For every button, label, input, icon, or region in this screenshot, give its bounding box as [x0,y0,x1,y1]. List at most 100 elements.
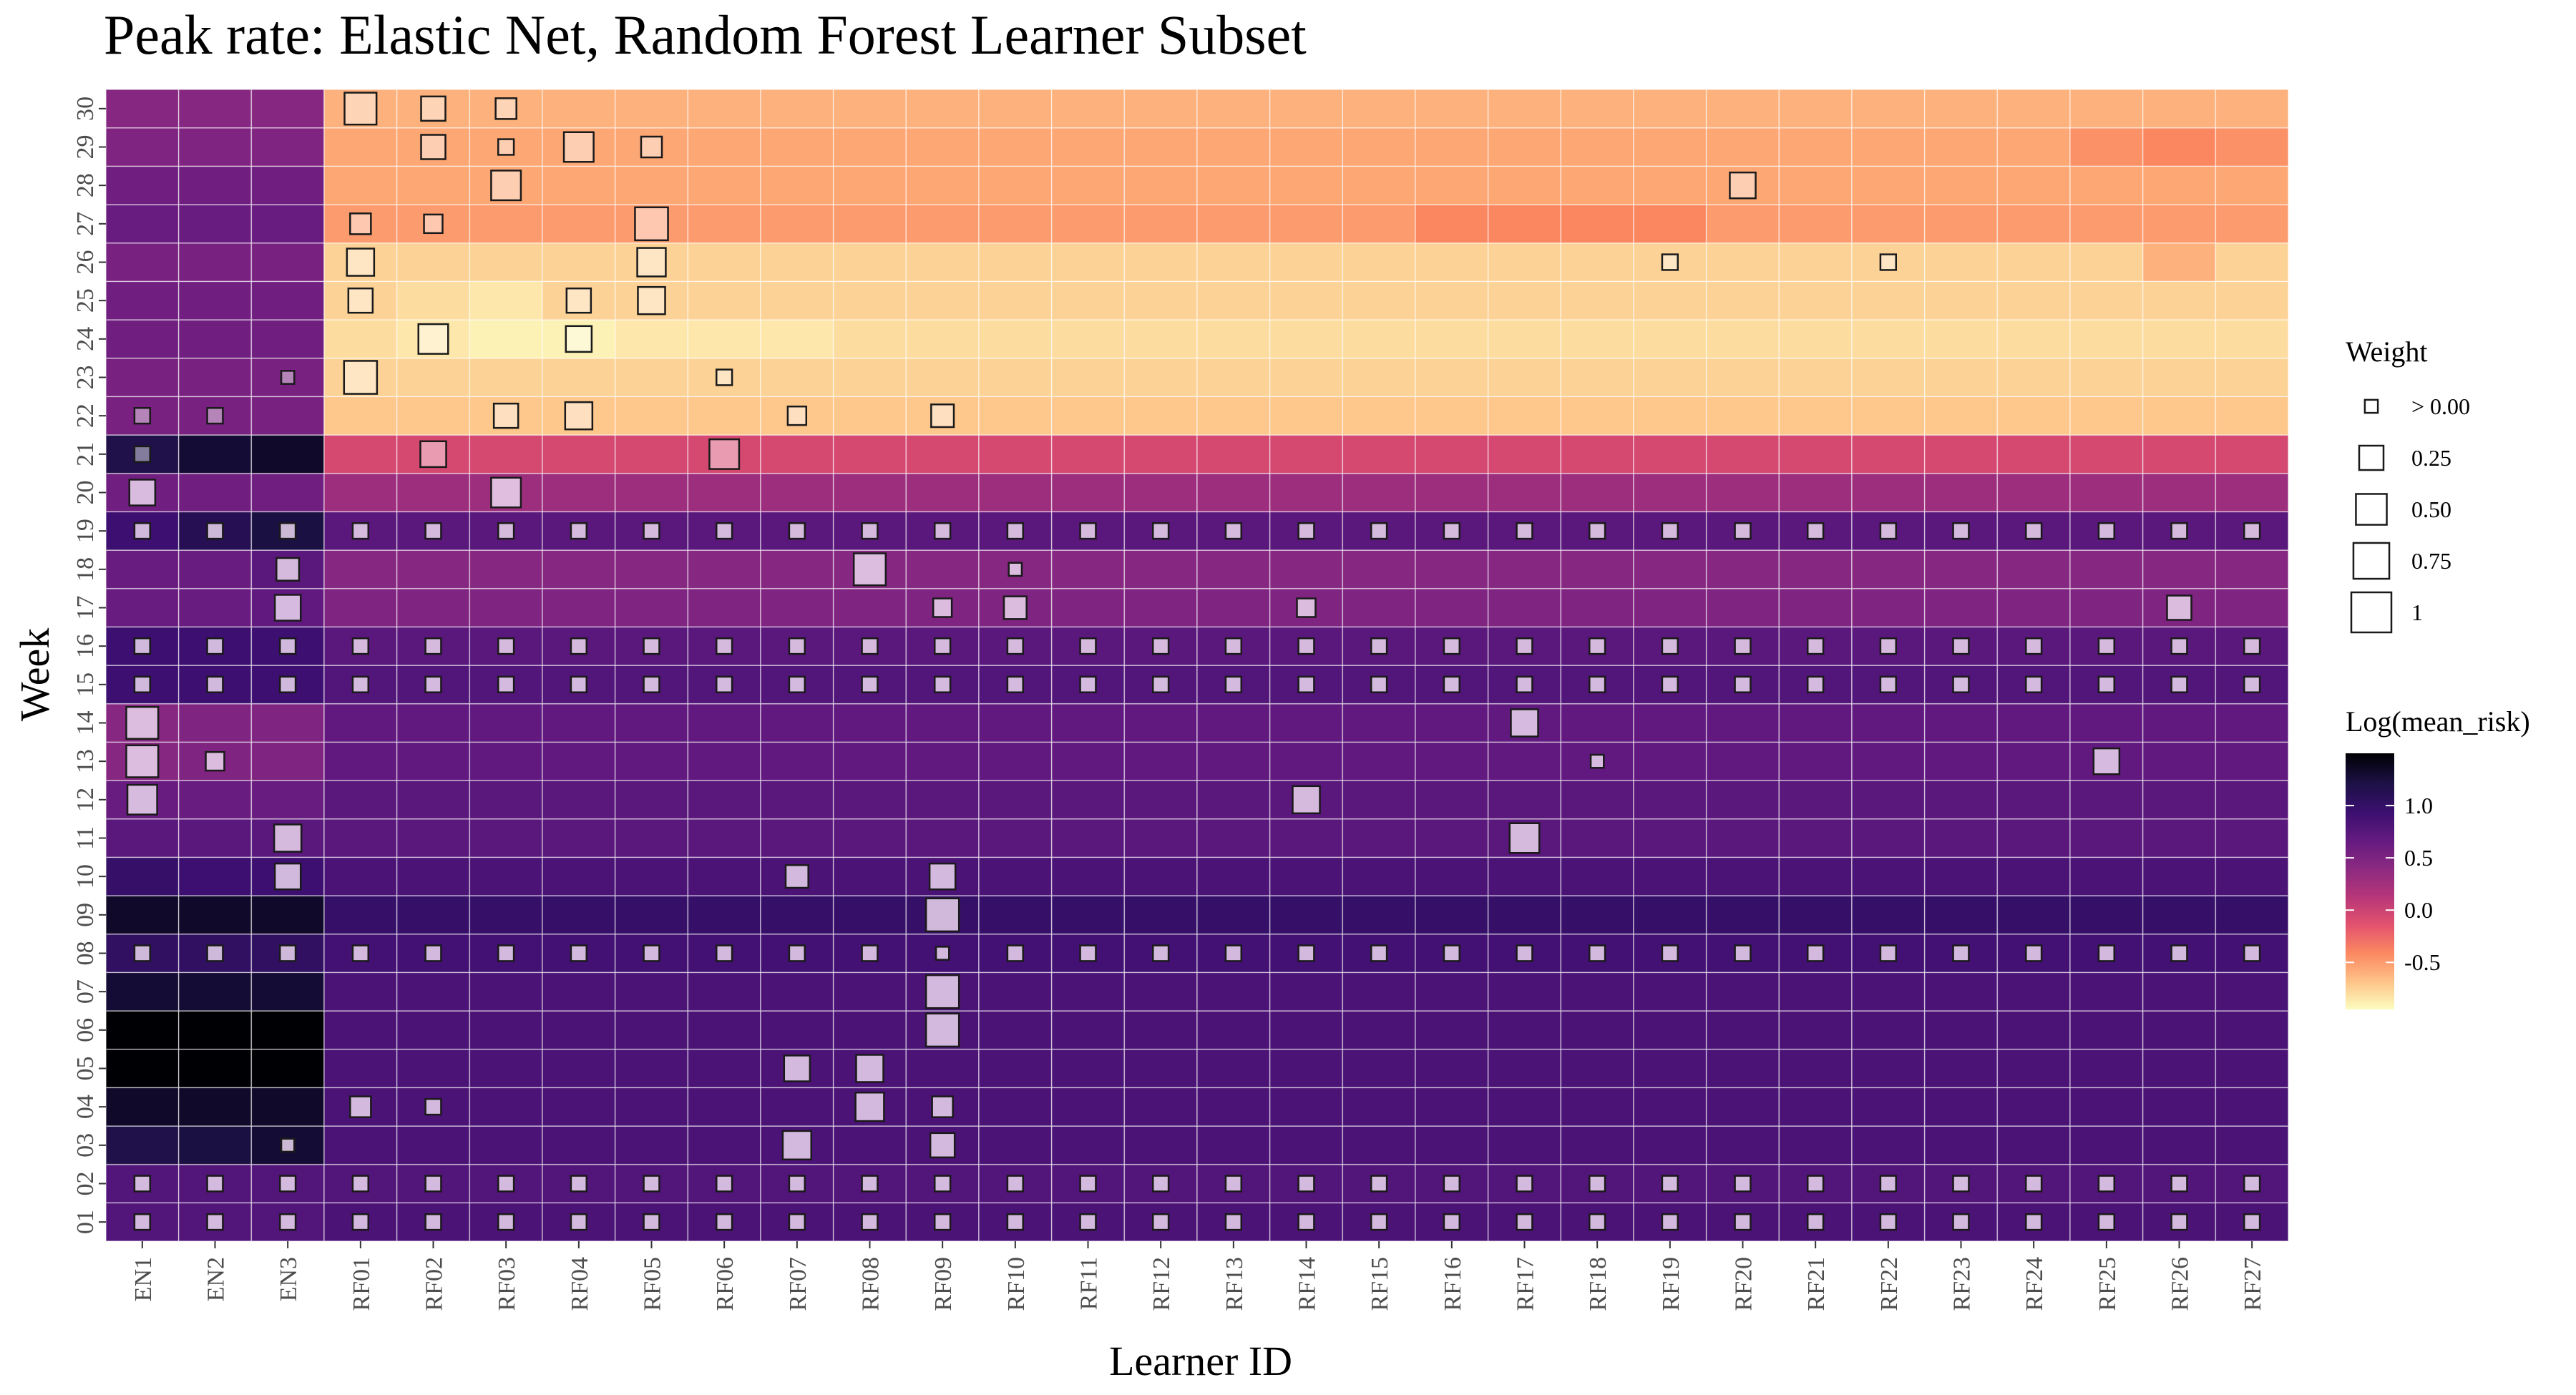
heatmap-cell [1415,1010,1489,1050]
weight-square [133,944,152,962]
heatmap-cell [2069,818,2144,858]
heatmap-cell [1705,242,1780,283]
heatmap-cell [1342,1125,1416,1165]
heatmap-cell [2069,703,2144,743]
weight-square [351,944,370,962]
heatmap-cell [2215,357,2289,398]
heatmap-cell [1923,818,1999,858]
y-tick-label: 25 [72,288,99,313]
y-tick-label: 01 [72,1210,99,1234]
weight-square [133,637,152,655]
y-tick-label: 27 [72,212,99,236]
weight-square [1734,637,1752,655]
heatmap-cell [1996,1010,2071,1050]
weight-square [643,1213,660,1231]
heatmap-cell [1633,703,1707,743]
heatmap-cell [469,549,543,589]
weight-square [933,675,952,694]
weight-square [278,1213,297,1231]
heatmap-cell [1996,549,2071,589]
heatmap-cell [1050,780,1126,820]
x-tick-label: RF15 [1367,1257,1393,1311]
weight-square [424,637,442,655]
heatmap-cell [905,472,980,513]
heatmap-cell [905,89,980,129]
heatmap-cell [1923,280,1999,320]
heatmap-cell [1778,165,1853,205]
heatmap-cell [1778,204,1853,244]
heatmap-cell [760,549,834,589]
weight-square [788,944,806,962]
weight-square [929,1132,956,1159]
heatmap-cell [1705,971,1780,1012]
weight-square [343,92,378,126]
weight-square [933,1213,952,1231]
heatmap-cell [832,165,907,205]
weight-square [278,1175,297,1193]
y-tick-label: 07 [72,979,99,1004]
heatmap-cell [1196,396,1271,436]
heatmap-cell [105,856,180,896]
heatmap-cell [760,472,834,513]
heatmap-cell [1560,703,1634,743]
weight-square [715,1213,733,1231]
heatmap-cell [1050,1125,1126,1165]
heatmap-cell [1342,204,1416,244]
heatmap-cell [1269,89,1344,129]
weight-square [278,944,297,962]
heatmap-cell [2069,1125,2144,1165]
heatmap-cell [687,895,761,935]
y-tick-label: 28 [72,173,99,197]
weight-square [788,637,806,655]
weight-square [2243,637,2261,655]
heatmap-cell [542,856,616,896]
heatmap-cell [542,818,616,858]
heatmap-cell [542,549,616,589]
heatmap-cell [1123,856,1198,896]
heatmap-cell [177,1087,253,1127]
heatmap-cell [1705,818,1780,858]
heatmap-cell [1415,1048,1489,1089]
heatmap-cell [1487,396,1562,436]
heatmap-cell [1560,856,1634,896]
y-tick-label: 17 [72,596,99,620]
heatmap-cell [250,1048,325,1089]
weight-square [1661,522,1679,540]
heatmap-cell [2215,1010,2289,1050]
heatmap-cell [1560,89,1634,129]
heatmap-cell [905,780,980,820]
heatmap-cell [542,741,616,781]
heatmap-cell [1923,165,1999,205]
heatmap-cell [1778,780,1853,820]
heatmap-cell [469,280,543,320]
heatmap-cell [1923,780,1999,820]
heatmap-cell [1342,165,1416,205]
heatmap-cell [1923,89,1999,129]
heatmap-cell [1705,703,1780,743]
heatmap-cell [1633,895,1707,935]
heatmap-cell [250,1010,325,1050]
heatmap-cell [1923,434,1999,474]
x-tick-label: RF26 [2167,1257,2194,1311]
weight-square [855,1054,884,1083]
heatmap-cell [614,856,689,896]
heatmap-cell [1123,780,1198,820]
heatmap-cell [1050,1048,1126,1089]
heatmap-cell [760,703,834,743]
heatmap-cell [832,434,907,474]
heatmap-cell [1415,895,1489,935]
weight-square [1370,637,1388,655]
heatmap-cell [2215,1048,2289,1089]
heatmap-cell [1996,89,2071,129]
colorbar-ticks: 1.0 0.5 0.0 -0.5 [2346,793,2441,975]
weight-square [206,522,224,540]
heatmap-cell [1123,127,1198,167]
heatmap-cell [1415,319,1489,359]
heatmap-cell [687,434,761,474]
heatmap-cell [1415,587,1489,628]
heatmap-cell [1269,1087,1344,1127]
heatmap-cell [105,1048,180,1089]
fill-legend-title: Log(mean_risk) [2346,705,2530,738]
heatmap-cell [469,587,543,628]
heatmap-cell [1487,1125,1562,1165]
